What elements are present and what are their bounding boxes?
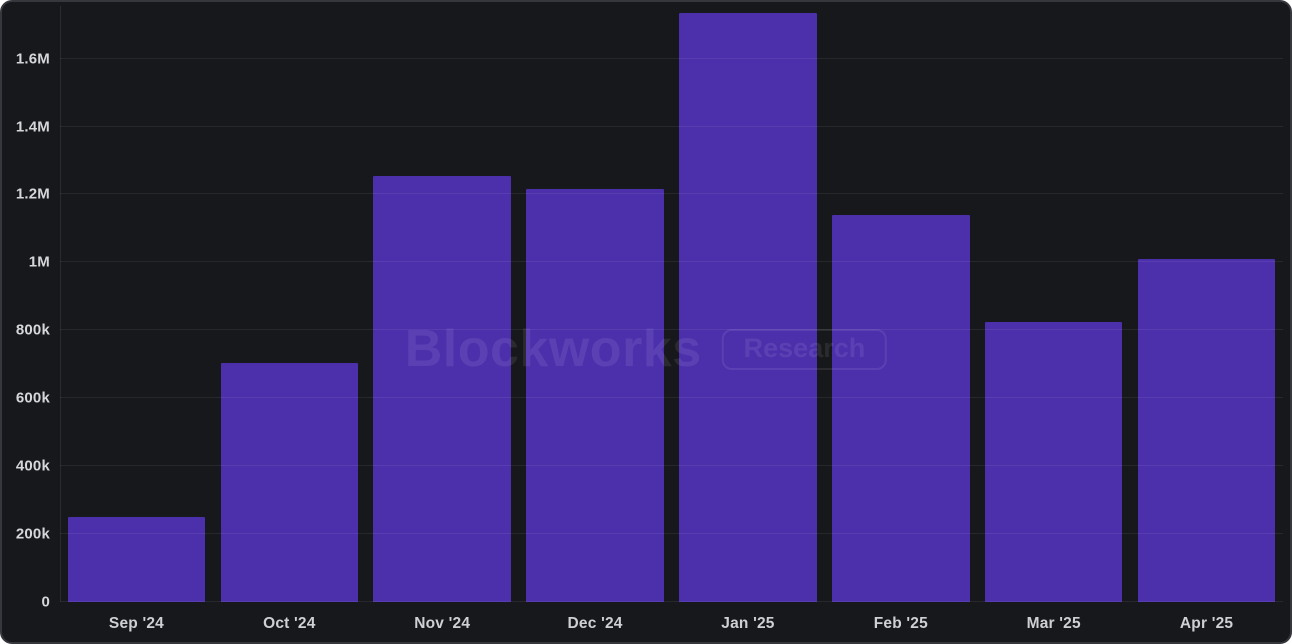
y-axis-line xyxy=(60,6,61,602)
bar-dec-24[interactable] xyxy=(526,189,664,602)
grid-line xyxy=(60,329,1283,331)
y-axis-tick-label: 1.2M xyxy=(15,185,50,203)
grid-line xyxy=(60,397,1283,399)
bar-sep-24[interactable] xyxy=(67,517,206,602)
x-axis: Sep '24 Oct '24 Nov '24 Dec '24 Jan '25 Feb '… xyxy=(60,602,1283,642)
grid-line xyxy=(60,57,1283,59)
x-axis-label: Jan '25 xyxy=(721,615,775,632)
x-axis-label: Sep '24 xyxy=(108,615,164,632)
bar-mar-25[interactable] xyxy=(984,321,1123,602)
y-axis-tick-label: 0 xyxy=(41,593,50,611)
y-axis-tick-label: 800k xyxy=(15,321,50,339)
grid-line xyxy=(60,533,1283,535)
x-axis-label: Oct '24 xyxy=(263,615,316,632)
bar-nov-24[interactable] xyxy=(373,175,511,602)
x-axis-label: Dec '24 xyxy=(567,615,623,632)
y-axis-tick-label: 1.6M xyxy=(15,50,50,68)
y-axis-tick-label: 1.4M xyxy=(15,118,50,136)
plot-area xyxy=(60,6,1283,602)
bar-jan-25[interactable] xyxy=(679,12,817,602)
bar-apr-25[interactable] xyxy=(1137,259,1276,602)
y-axis-tick-label: 600k xyxy=(15,389,50,407)
grid-line xyxy=(60,261,1283,263)
x-axis-label: Mar '25 xyxy=(1026,615,1081,632)
y-axis-tick-label: 1M xyxy=(28,253,50,271)
y-axis-tick-label: 400k xyxy=(15,457,50,475)
y-axis-tick-label: 200k xyxy=(15,525,50,543)
grid-line xyxy=(60,465,1283,467)
x-axis-label: Apr '25 xyxy=(1179,615,1234,632)
x-axis-label: Nov '24 xyxy=(414,615,471,632)
grid-line xyxy=(60,193,1283,195)
grid-line xyxy=(60,125,1283,127)
x-axis-label: Feb '25 xyxy=(873,615,928,632)
bar-oct-24[interactable] xyxy=(220,362,359,602)
grid-line xyxy=(60,601,1283,602)
bar-feb-25[interactable] xyxy=(832,214,970,602)
y-axis: 0 200k 400k 600k 800k 1M 1.2M 1.4M 1.6M xyxy=(2,6,50,610)
